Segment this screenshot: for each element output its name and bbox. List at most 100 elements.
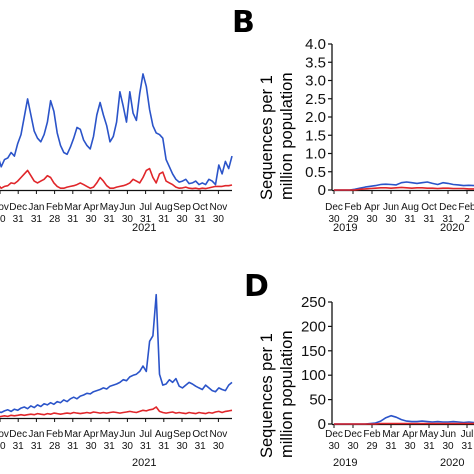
panel-a-x-tick-month: Sep: [173, 202, 191, 213]
panel-d-y-tick-label: 200: [301, 318, 326, 335]
panel-letter-b: B: [232, 5, 255, 40]
panel-d-y-tick-label: 100: [301, 367, 326, 384]
panel-d-y-tick-label: 0: [318, 416, 326, 433]
panel-c-x-tick-month: Apr: [83, 429, 99, 440]
panel-c-x-tick-month: Nov: [0, 429, 9, 440]
panel-c-series-red: [0, 406, 233, 418]
panel-b-x-tick-month: Dec: [325, 202, 343, 213]
panel-c-x-tick-day: 31: [158, 441, 170, 452]
panel-a-series-blue: [0, 73, 233, 186]
panel-c-x-tick-day: 30: [213, 441, 225, 452]
panel-c-chart: Nov30Dec31Jan31Feb28Mar31Apr30May31Jun30…: [0, 293, 233, 469]
panel-d-x-tick-day: 30: [347, 441, 359, 452]
panel-c-x-tick-day: 30: [176, 441, 188, 452]
panel-c-x-tick-month: Jul: [139, 429, 152, 440]
panel-b-year-label: 2019: [333, 222, 357, 234]
panel-c-x-tick-month: Sep: [173, 429, 191, 440]
panel-b-x-tick-month: Jun: [383, 202, 399, 213]
panel-b-series-red: [334, 186, 474, 191]
panel-a-x-tick-day: 30: [213, 214, 225, 225]
panel-c-x-tick-day: 31: [195, 441, 207, 452]
panel-c-x-tick-month: Jan: [28, 429, 44, 440]
panel-d-x-tick-month: May: [420, 429, 439, 440]
panel-a-series-red: [0, 167, 233, 190]
panel-d-chart: 050100150200250Dec30Dec30Feb29Mar31Apr30…: [301, 294, 474, 469]
panel-d-x-tick-day: 29: [366, 441, 378, 452]
panel-a-x-tick-month: May: [100, 202, 119, 213]
panel-d-x-tick-month: Jun: [440, 429, 456, 440]
panel-b-x-tick-day: 30: [385, 214, 397, 225]
panel-b-y-tick-label: 0.5: [305, 164, 326, 181]
panel-a-x-tick-day: 31: [140, 214, 152, 225]
panel-c-x-tick-day: 31: [140, 441, 152, 452]
panel-b-x-tick-month: Feb: [344, 202, 362, 213]
panel-a-x-tick-month: Jun: [119, 202, 135, 213]
panel-a-x-tick-month: Feb: [46, 202, 64, 213]
panel-b-y-tick-label: 1.5: [305, 127, 326, 144]
panel-c-series-blue: [0, 293, 233, 414]
panel-a-x-tick-day: 30: [0, 214, 6, 225]
panel-a-x-tick-day: 31: [158, 214, 170, 225]
panel-a-x-tick-day: 31: [104, 214, 116, 225]
panel-a-x-tick-day: 31: [67, 214, 79, 225]
panel-a-x-tick-month: Jul: [139, 202, 152, 213]
panel-a-x-tick-month: Apr: [83, 202, 99, 213]
panel-a-x-tick-day: 31: [13, 214, 25, 225]
panel-c-x-tick-day: 30: [85, 441, 97, 452]
panel-a-x-tick-day: 30: [122, 214, 134, 225]
panel-b-x-tick-day: 29: [347, 214, 359, 225]
panel-a-chart: Nov30Dec31Jan31Feb28Mar31Apr30May31Jun30…: [0, 73, 233, 234]
panel-d-x-tick-month: Mar: [382, 429, 400, 440]
panel-b-x-tick-day: 30: [366, 214, 378, 225]
panel-d-series-red: [334, 422, 474, 425]
panel-d-ylabel-line2: million population: [278, 331, 296, 459]
panel-c-x-tick-month: Dec: [9, 429, 27, 440]
panel-d-x-tick-day: 31: [385, 441, 397, 452]
panel-d-x-tick-month: Jul: [461, 429, 474, 440]
panel-d-x-tick-day: 31: [461, 441, 473, 452]
panel-c-x-tick-day: 30: [122, 441, 134, 452]
panel-c-year-label: 2021: [132, 457, 156, 469]
panel-c-x-tick-day: 31: [13, 441, 25, 452]
panel-b-x-tick-month: Aug: [401, 202, 419, 213]
panel-d-y-tick-label: 50: [309, 392, 326, 409]
panel-c-x-tick-day: 31: [31, 441, 43, 452]
panel-a-x-tick-month: Nov: [210, 202, 228, 213]
panel-b-y-tick-label: 3.0: [305, 73, 326, 90]
panel-c-x-tick-month: Feb: [46, 429, 64, 440]
panel-b-y-tick-label: 1.0: [305, 146, 326, 163]
panel-c-x-tick-month: Jun: [119, 429, 135, 440]
panel-d-x-tick-month: Apr: [402, 429, 418, 440]
panel-b-x-tick-day: 31: [442, 214, 454, 225]
panel-b-y-tick-label: 2.0: [305, 109, 326, 126]
panel-b-year-label: 2020: [440, 222, 464, 234]
panel-b-x-tick-day: 30: [328, 214, 340, 225]
panel-b-x-tick-month: Dec: [439, 202, 457, 213]
panel-c-x-tick-month: Mar: [64, 429, 82, 440]
panel-b-ylabel-line1: Sequences per 1: [258, 75, 276, 200]
panel-a-x-tick-day: 31: [195, 214, 207, 225]
panel-b-x-tick-month: Oct: [421, 202, 437, 213]
panel-d-x-tick-month: Feb: [363, 429, 381, 440]
panel-b-y-tick-label: 4.0: [305, 36, 326, 53]
panel-a-x-tick-month: Aug: [155, 202, 173, 213]
panel-d-y-tick-label: 150: [301, 343, 326, 360]
panel-b-x-tick-month: Apr: [364, 202, 380, 213]
panel-a-x-tick-month: Jan: [28, 202, 44, 213]
panel-a-x-tick-day: 30: [85, 214, 97, 225]
panel-d-x-tick-day: 30: [328, 441, 340, 452]
panel-b-y-tick-label: 0: [318, 182, 326, 199]
panel-d-x-tick-day: 31: [423, 441, 435, 452]
panel-c-x-tick-month: May: [100, 429, 119, 440]
panel-c-x-tick-month: Aug: [155, 429, 173, 440]
panel-b-y-tick-label: 3.5: [305, 54, 326, 71]
panel-d-ylabel-line1: Sequences per 1: [258, 333, 276, 458]
panel-c-x-tick-month: Nov: [210, 429, 228, 440]
panel-letter-d: D: [244, 269, 269, 304]
panel-b-x-tick-day: 31: [423, 214, 435, 225]
panel-d-y-tick-label: 250: [301, 294, 326, 311]
panel-d-x-tick-month: Dec: [325, 429, 343, 440]
panel-b-ylabel-line2: million population: [278, 73, 296, 201]
panel-b-x-tick-day: 2: [464, 214, 470, 225]
